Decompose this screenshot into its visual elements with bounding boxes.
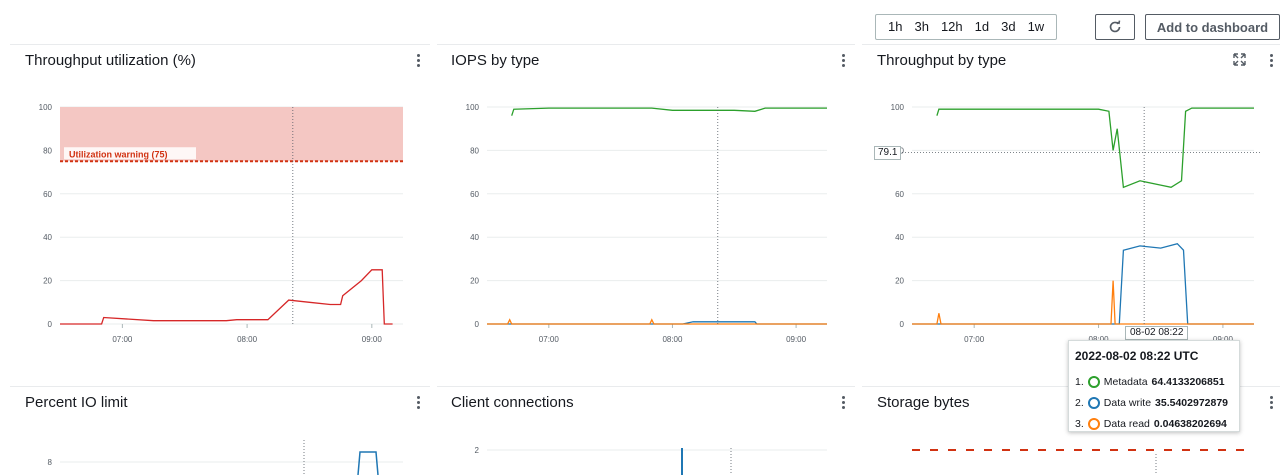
x-tick-label: 08:00 (662, 335, 683, 344)
tooltip-row-index: 3. (1075, 417, 1084, 430)
y-tick-label: 60 (895, 190, 904, 199)
add-to-dashboard-button[interactable]: Add to dashboard (1145, 14, 1280, 40)
panel-title: Throughput by type (877, 52, 1007, 69)
x-tick-label: 08:00 (1089, 335, 1110, 344)
y-tick-label: 0 (48, 320, 53, 329)
x-tick-label: 09:00 (786, 335, 807, 344)
more-options-icon[interactable] (1265, 394, 1277, 410)
y-tick-label: 60 (470, 190, 479, 199)
range-3d[interactable]: 3d (1001, 19, 1016, 34)
series-line-data-read (487, 318, 827, 325)
panel-divider (10, 386, 430, 387)
y-tick-label: 0 (475, 320, 480, 329)
more-options-icon[interactable] (837, 394, 849, 410)
panel-iops-by-type: IOPS by type (441, 44, 856, 384)
tooltip-row-name: Data write (1103, 396, 1152, 409)
y-tick-label: 0 (900, 320, 905, 329)
refresh-icon (1109, 20, 1121, 33)
panel-divider (10, 44, 430, 45)
panel-title: Throughput utilization (%) (25, 52, 196, 69)
more-options-icon[interactable] (837, 52, 849, 68)
tooltip-row-index: 1. (1075, 375, 1084, 388)
series-line-data-read (912, 280, 1254, 325)
range-12h[interactable]: 12h (940, 19, 963, 34)
chart-client-connections: 2 (475, 446, 827, 475)
threshold-label: Utilization warning (75) (69, 149, 168, 159)
y-tick-label: 100 (891, 103, 905, 112)
series-line-metadata (936, 107, 1254, 189)
series-line-metadata (511, 107, 827, 116)
y-tick-label: 60 (43, 190, 52, 199)
tooltip-row-name: Metadata (1103, 375, 1148, 388)
range-1d[interactable]: 1d (974, 19, 990, 34)
panel-title: Storage bytes (877, 394, 970, 411)
panel-title: IOPS by type (451, 52, 540, 69)
panel-title: Client connections (451, 394, 574, 411)
range-3h[interactable]: 3h (914, 19, 929, 34)
panel-throughput-by-type: Throughput by type (867, 44, 1280, 384)
x-tick-label: 08:00 (237, 335, 258, 344)
x-tick-label: 09:00 (1213, 335, 1234, 344)
more-options-icon[interactable] (1265, 52, 1277, 68)
chart-percent-io-limit: 8 (48, 440, 403, 475)
series-marker-icon (1087, 375, 1100, 388)
range-1h[interactable]: 1h (888, 19, 903, 34)
y-tick-label: 20 (43, 277, 52, 286)
tooltip-title: 2022-08-02 08:22 UTC (1075, 349, 1199, 363)
y-tick-label: 100 (466, 103, 480, 112)
x-tick-label: 07:00 (539, 335, 560, 344)
series-line-data-write (912, 242, 1254, 325)
y-tick-label: 40 (43, 233, 52, 242)
panel-throughput-utilization: Throughput utilization (%) (15, 44, 430, 384)
panel-divider (437, 386, 855, 387)
more-options-icon[interactable] (412, 52, 424, 68)
x-tick-label: 09:00 (362, 335, 383, 344)
chart-storage-bytes (912, 449, 1254, 475)
crosshair-y-label: 79.1 (874, 146, 902, 160)
threshold-label-bg (64, 147, 196, 160)
tooltip-row-index: 2. (1075, 396, 1084, 409)
time-range-selector: 1h 3h 12h 1d 3d 1w (875, 14, 1058, 40)
tooltip-row-value: 0.04638202694 (1153, 417, 1227, 430)
chart-iops-by-type: 100 80 60 40 20 0 07:00 08:00 09:00 (466, 103, 827, 344)
more-options-icon[interactable] (412, 394, 424, 410)
panel-storage-bytes: Storage bytes (867, 386, 1280, 475)
panel-client-connections: Client connections (441, 386, 856, 475)
tooltip-row: 3. Data read 0.04638202694 (1075, 413, 1233, 434)
x-tick-label: 07:00 (112, 335, 133, 344)
tooltip-row-name: Data read (1103, 417, 1150, 430)
y-tick-label: 80 (43, 146, 52, 155)
y-tick-label: 8 (48, 458, 53, 467)
tooltip-row-value: 64.4133206851 (1151, 375, 1225, 388)
panel-percent-io-limit: Percent IO limit (15, 386, 430, 475)
series-marker-icon (1087, 396, 1100, 409)
y-tick-label: 20 (895, 277, 904, 286)
chart-throughput-utilization: 100 80 60 40 20 0 07:00 08:00 09:00 Utilization w… (39, 103, 403, 344)
crosshair-time-flag: 08-02 08:22 (1125, 326, 1189, 340)
panel-divider (862, 44, 1280, 45)
tooltip-row: 1. Metadata 64.4133206851 (1075, 371, 1233, 392)
panel-divider (437, 44, 855, 45)
tooltip-row: 2. Data write 35.5402972879 (1075, 392, 1233, 413)
y-tick-label: 40 (470, 233, 479, 242)
expand-icon[interactable] (1233, 53, 1246, 66)
y-tick-label: 2 (475, 446, 480, 455)
series-line-data-write (357, 451, 379, 475)
range-1w[interactable]: 1w (1027, 19, 1045, 34)
series-marker-icon (1087, 417, 1100, 430)
y-tick-label: 100 (39, 103, 53, 112)
panel-title: Percent IO limit (25, 394, 128, 411)
refresh-button[interactable] (1095, 14, 1135, 40)
tooltip-row-value: 35.5402972879 (1155, 396, 1229, 409)
y-tick-label: 20 (470, 277, 479, 286)
y-tick-label: 80 (470, 146, 479, 155)
y-tick-label: 40 (895, 233, 904, 242)
chart-tooltip: 2022-08-02 08:22 UTC 1. Metadata 64.4133… (1068, 340, 1240, 432)
x-tick-label: 07:00 (964, 335, 985, 344)
series-line-utilization (60, 269, 393, 325)
